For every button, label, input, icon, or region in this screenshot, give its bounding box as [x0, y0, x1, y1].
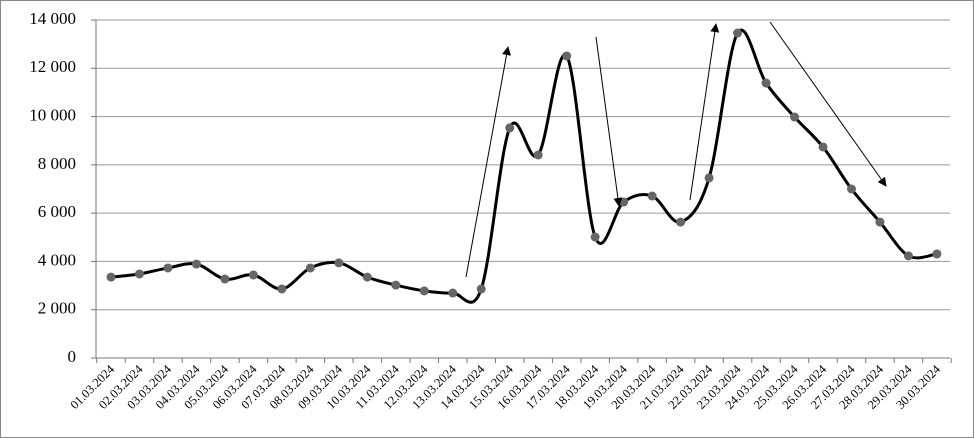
y-tick-label: 2 000 — [38, 299, 76, 318]
marker — [733, 28, 743, 38]
marker — [818, 142, 828, 152]
y-tick-label: 0 — [68, 347, 77, 366]
marker — [448, 288, 458, 298]
marker — [391, 280, 401, 290]
marker — [619, 197, 629, 207]
y-tick-label: 14 000 — [29, 9, 76, 28]
marker — [163, 263, 173, 273]
marker — [790, 112, 800, 122]
marker — [277, 284, 287, 294]
marker — [846, 184, 856, 194]
marker — [334, 258, 344, 268]
marker — [106, 272, 116, 282]
y-tick-label: 10 000 — [29, 105, 76, 124]
arrow — [689, 23, 720, 201]
marker — [134, 269, 144, 279]
marker — [761, 78, 771, 88]
y-tick-label: 6 000 — [38, 202, 76, 221]
marker — [932, 249, 942, 259]
marker — [647, 191, 657, 201]
marker — [903, 251, 913, 261]
marker — [305, 263, 315, 273]
marker — [220, 274, 230, 284]
marker — [362, 272, 372, 282]
marker — [505, 123, 515, 133]
arrow — [595, 36, 623, 207]
marker — [562, 51, 572, 61]
marker — [704, 173, 714, 183]
arrow — [769, 21, 887, 187]
marker — [590, 232, 600, 242]
marker — [419, 286, 429, 296]
y-tick-label: 12 000 — [29, 57, 76, 76]
trend-arrows — [465, 21, 887, 278]
marker — [533, 150, 543, 160]
marker — [476, 284, 486, 294]
marker — [248, 270, 258, 280]
y-tick-label: 4 000 — [38, 250, 76, 269]
y-tick-label: 8 000 — [38, 154, 76, 173]
marker — [191, 259, 201, 269]
marker — [875, 217, 885, 227]
marker — [676, 217, 686, 227]
arrow — [465, 46, 511, 278]
